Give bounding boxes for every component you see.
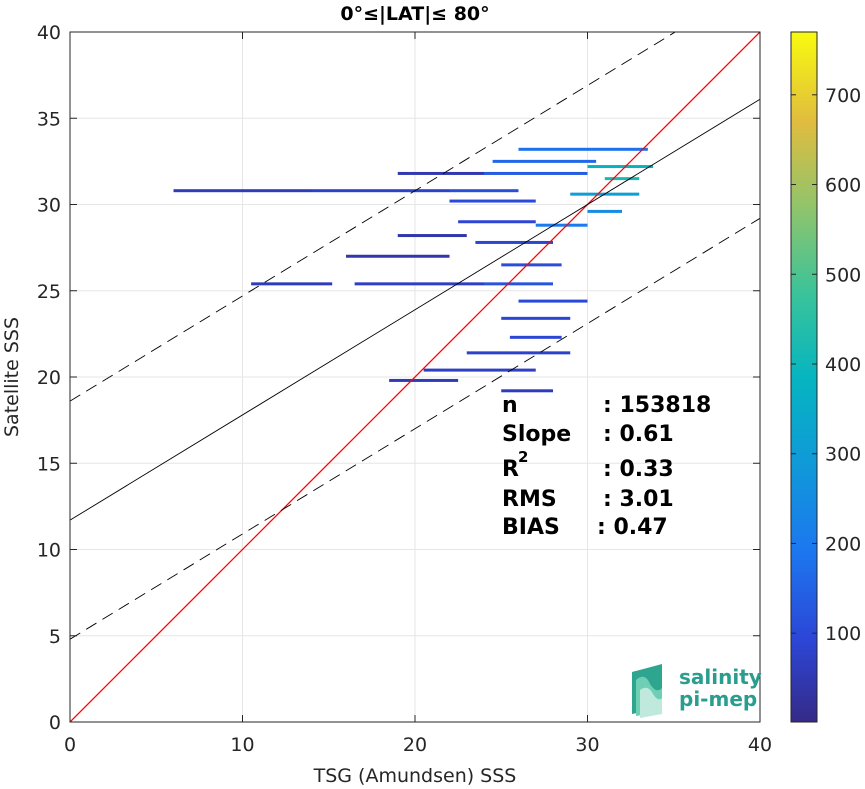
- density-bin: [604, 177, 640, 181]
- density-bin: [311, 189, 450, 193]
- density-bin: [389, 378, 459, 382]
- logo-line2: pi-mep: [679, 687, 757, 711]
- colorbar-tick-label: 400: [825, 354, 861, 376]
- colorbar-tick-label: 600: [825, 175, 861, 197]
- logo-line1: salinity: [679, 665, 762, 689]
- y-tick-label: 20: [37, 367, 61, 389]
- salinity-pi-mep-logo: salinity pi-mep: [632, 664, 762, 718]
- density-bin: [501, 263, 562, 267]
- lower-bound-line: [70, 217, 760, 640]
- one-to-one-line: [70, 32, 760, 722]
- colorbar-tick-label: 100: [825, 623, 861, 645]
- density-bin: [251, 282, 333, 286]
- upper-bound-line: [70, 32, 677, 402]
- density-bin: [509, 335, 562, 339]
- colorbar-ticks: 100 200 300 400 500 600 700: [791, 85, 861, 645]
- y-tick-label: 35: [37, 108, 61, 130]
- stat-slope-value: : 0.61: [603, 422, 674, 447]
- y-tick-label: 40: [37, 22, 61, 44]
- density-bin: [423, 368, 536, 372]
- density-bin: [346, 254, 450, 258]
- colorbar-tick-label: 200: [825, 533, 861, 555]
- density-bin: [354, 282, 484, 286]
- colorbar-tick-label: 300: [825, 444, 861, 466]
- density-bin: [518, 299, 588, 303]
- x-tick-label: 10: [230, 734, 254, 756]
- regression-line: [70, 98, 760, 521]
- wave-logo-icon: [632, 664, 662, 718]
- y-tick-label: 15: [37, 453, 61, 475]
- axis-ticks: [69, 31, 761, 723]
- stat-r2-value: : 0.33: [603, 457, 674, 482]
- stat-n-label: n: [502, 393, 518, 418]
- density-bin: [173, 189, 312, 193]
- y-tick-label: 0: [49, 712, 61, 734]
- x-tick-label: 40: [748, 734, 772, 756]
- x-tick-labels: 0 10 20 30 40: [64, 734, 772, 756]
- density-bin: [475, 240, 553, 244]
- stat-r2-sup: 2: [518, 448, 528, 466]
- colorbar-gradient: [790, 31, 818, 723]
- stat-n-value: : 153818: [603, 393, 711, 418]
- density-bin: [484, 171, 588, 175]
- x-axis-title: TSG (Amundsen) SSS: [313, 765, 517, 787]
- density-bin: [397, 234, 467, 238]
- density-bin: [484, 282, 553, 286]
- stat-bias-value: : 0.47: [597, 515, 668, 540]
- colorbar-tick-label: 500: [825, 264, 861, 286]
- x-tick-label: 30: [575, 734, 599, 756]
- density-bin: [397, 171, 484, 175]
- plot-title: 0°≤|LAT|≤ 80°: [340, 3, 489, 25]
- density-bin: [466, 351, 571, 355]
- density-bin: [518, 147, 648, 151]
- reference-lines: [70, 32, 760, 722]
- y-tick-label: 5: [49, 626, 61, 648]
- y-axis-title: Satellite SSS: [1, 317, 23, 437]
- y-tick-label: 10: [37, 540, 61, 562]
- y-tick-label: 25: [37, 281, 61, 303]
- stat-rms-label: RMS: [502, 487, 557, 512]
- stats-block: n : 153818 Slope : 0.61 R 2 : 0.33 RMS :…: [502, 393, 711, 540]
- colorbar: 100 200 300 400 500 600 700: [790, 31, 861, 723]
- density-bin: [501, 389, 553, 393]
- x-tick-label: 20: [403, 734, 427, 756]
- density-bin: [492, 159, 597, 163]
- density-bin: [449, 199, 536, 203]
- colorbar-tick-label: 700: [825, 85, 861, 107]
- y-tick-label: 30: [37, 195, 61, 217]
- density-bin: [535, 223, 588, 227]
- x-tick-label: 0: [64, 734, 76, 756]
- stat-slope-label: Slope: [502, 422, 571, 447]
- density-bin: [501, 316, 571, 320]
- density-bin: [458, 220, 536, 224]
- y-tick-labels: 0 5 10 15 20 25 30 35 40: [37, 22, 61, 734]
- stat-r2-label: R: [502, 457, 519, 482]
- density-bin: [587, 209, 622, 213]
- stat-rms-value: : 3.01: [603, 487, 674, 512]
- stat-bias-label: BIAS: [502, 515, 560, 540]
- density-bin: [449, 189, 519, 193]
- density-bin: [587, 165, 654, 169]
